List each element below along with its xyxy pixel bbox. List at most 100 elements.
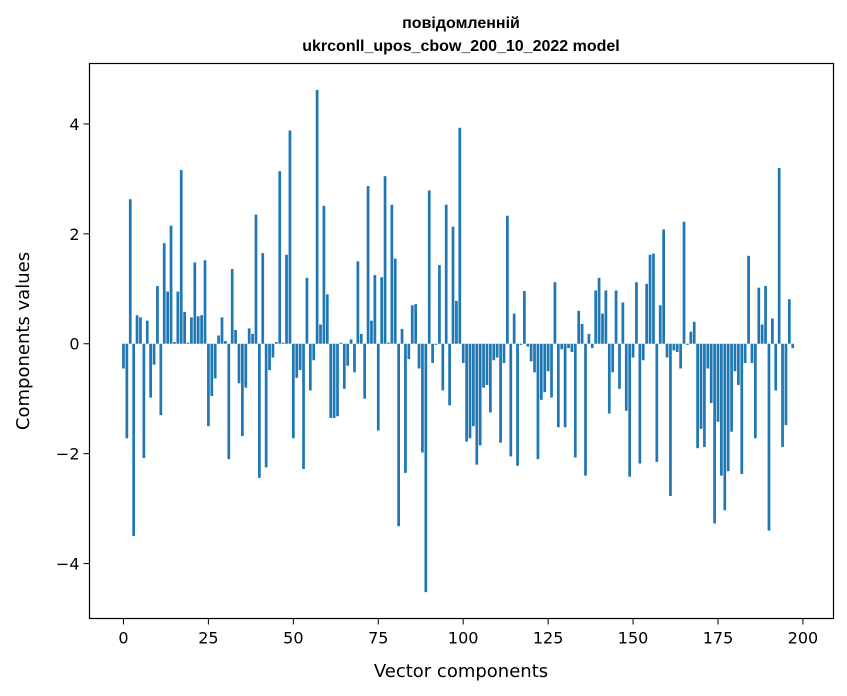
chart-title: повідомленній — [402, 15, 520, 32]
y-axis-ticks: −4 −2 0 2 4 — [56, 115, 90, 574]
bar — [573, 343, 577, 458]
bar — [176, 291, 180, 344]
bar — [669, 343, 672, 496]
x-tick-label: 100 — [448, 629, 479, 648]
bar — [560, 343, 564, 350]
bar — [458, 127, 462, 344]
bar — [302, 343, 305, 470]
bar — [764, 286, 767, 344]
bar — [329, 343, 333, 418]
x-axis-label: Vector components — [374, 661, 548, 682]
bar — [509, 343, 513, 457]
bar — [655, 343, 659, 462]
y-tick-label: 4 — [69, 115, 79, 134]
bar — [145, 320, 149, 344]
bar — [393, 258, 397, 344]
bar — [533, 343, 536, 373]
bar — [254, 214, 258, 344]
bar — [149, 343, 153, 398]
bar — [628, 343, 632, 477]
bar — [227, 343, 231, 460]
bar — [692, 321, 696, 344]
bar — [193, 262, 197, 344]
bar — [308, 343, 312, 391]
bar — [465, 343, 468, 442]
bar — [750, 343, 754, 363]
y-tick-label: 2 — [69, 225, 79, 244]
bar — [747, 255, 750, 344]
bar — [434, 343, 438, 345]
bar — [774, 343, 778, 391]
bar — [363, 343, 367, 399]
bar — [689, 331, 693, 344]
bar — [421, 343, 424, 453]
bar — [359, 333, 363, 344]
bars-group — [122, 89, 795, 593]
bar — [159, 343, 163, 416]
bar — [125, 343, 129, 439]
bar — [186, 342, 190, 344]
x-tick-label: 150 — [618, 629, 649, 648]
bar — [679, 343, 682, 369]
x-tick-label: 175 — [703, 629, 734, 648]
bar — [706, 343, 710, 369]
bar — [580, 323, 584, 344]
x-tick-label: 50 — [283, 629, 303, 648]
bar — [618, 343, 621, 389]
bar — [648, 254, 652, 344]
bar — [455, 300, 458, 344]
bar — [641, 343, 645, 361]
bar — [397, 343, 401, 527]
bar — [441, 343, 445, 391]
bar — [699, 343, 703, 429]
bar — [349, 339, 353, 344]
bar — [696, 343, 699, 449]
bar — [373, 275, 377, 344]
bar — [139, 317, 142, 344]
bar — [132, 343, 136, 537]
bar — [784, 343, 788, 426]
bar — [611, 343, 615, 373]
bar — [522, 291, 526, 344]
bar — [594, 290, 598, 344]
bar — [519, 343, 523, 345]
bar — [448, 343, 451, 406]
bar — [781, 343, 784, 448]
bar — [723, 343, 727, 511]
bar — [376, 343, 380, 431]
bar — [278, 171, 282, 344]
bar — [777, 167, 781, 344]
bar — [322, 205, 326, 344]
bar — [584, 343, 587, 476]
bar — [621, 302, 625, 344]
bar — [478, 343, 482, 446]
bar — [754, 343, 757, 439]
bar — [190, 317, 193, 344]
bar — [495, 343, 499, 358]
bar — [298, 343, 302, 371]
bar — [512, 313, 516, 344]
bar — [506, 215, 509, 344]
bar — [431, 343, 434, 363]
bar — [166, 291, 169, 344]
x-axis-ticks: 0 25 50 75 100 125 150 175 200 — [118, 618, 818, 648]
bar — [757, 287, 761, 344]
bar — [502, 343, 506, 363]
y-tick-label: 0 — [69, 335, 79, 354]
bar — [325, 294, 329, 344]
bar — [451, 226, 455, 344]
bar — [489, 343, 492, 413]
bar — [339, 342, 343, 344]
bar — [162, 243, 166, 344]
bar — [567, 343, 570, 349]
bar — [713, 343, 716, 524]
bar — [336, 343, 339, 417]
bar — [665, 343, 669, 358]
bar — [217, 335, 220, 344]
bar — [546, 343, 550, 372]
bar — [703, 343, 706, 448]
bar — [370, 320, 373, 344]
bar — [200, 315, 203, 344]
bar — [414, 304, 417, 344]
bar — [224, 341, 227, 344]
